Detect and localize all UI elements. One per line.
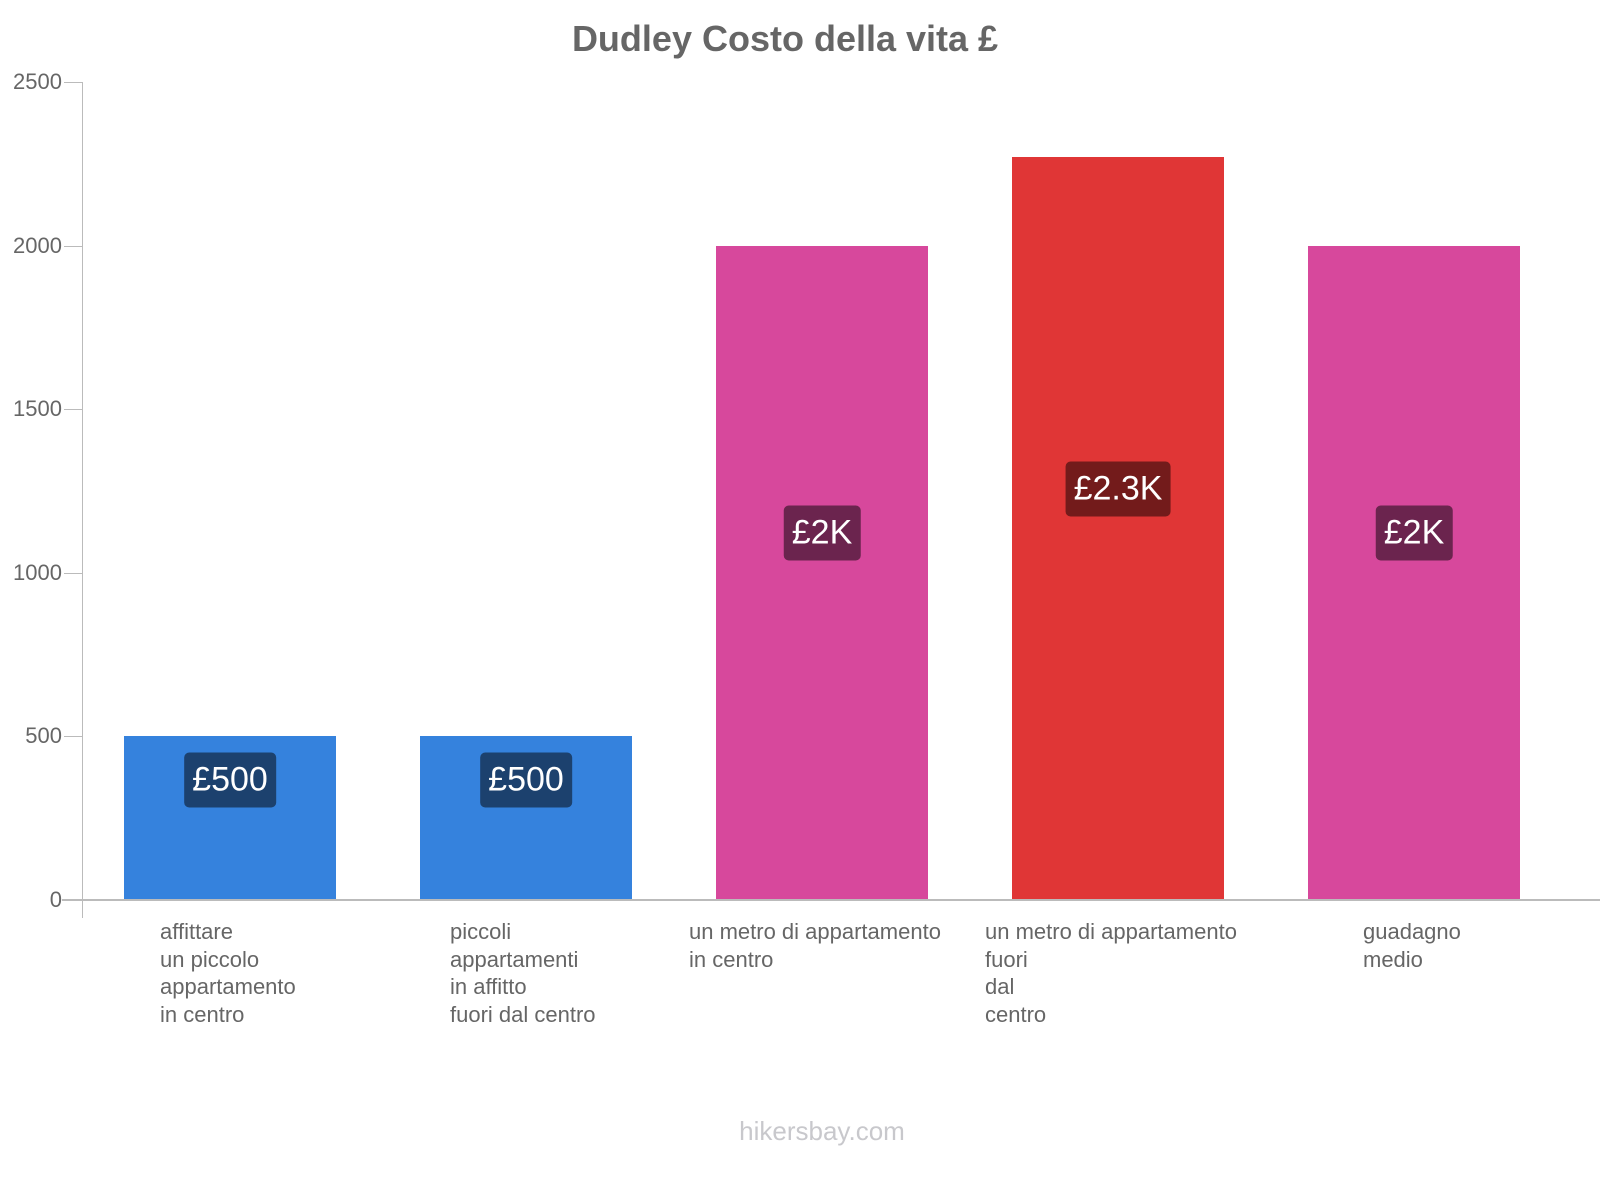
y-tick-label: 2000	[13, 232, 62, 258]
bar-value-label: £2.3K	[1065, 461, 1171, 517]
watermark: hikersbay.com	[739, 1116, 905, 1146]
y-tick-label: 1000	[13, 559, 62, 585]
bar: £2.3K	[1012, 157, 1224, 900]
y-tick-mark	[64, 736, 82, 738]
bar: £500	[124, 736, 336, 900]
x-category-label: piccoli appartamenti in affitto fuori da…	[450, 919, 596, 1027]
x-axis	[62, 899, 1600, 901]
y-tick-mark	[64, 245, 82, 247]
bar: £2K	[716, 245, 928, 900]
x-category-label: affittare un piccolo appartamento in cen…	[160, 919, 296, 1027]
bar: £500	[420, 736, 632, 900]
x-category-label: un metro di appartamento in centro	[689, 919, 941, 972]
y-tick-label: 500	[25, 723, 62, 749]
y-tick-mark	[64, 572, 82, 574]
chart-title: Dudley Costo della vita £	[571, 18, 999, 59]
y-tick-mark	[64, 409, 82, 411]
y-tick-mark	[64, 82, 82, 83]
bar-value-label: £2K	[783, 505, 861, 561]
bar: £2K	[1308, 245, 1520, 900]
y-tick-label: 0	[49, 887, 62, 912]
x-category-label: un metro di appartamento fuori dal centr…	[985, 919, 1237, 1027]
bar-value-label: £500	[480, 752, 572, 808]
x-category-label: guadagno medio	[1363, 919, 1461, 972]
bar-value-label: £500	[184, 752, 276, 808]
y-axis	[82, 82, 83, 918]
y-tick-label: 2500	[13, 69, 62, 94]
bar-value-label: £2K	[1375, 505, 1453, 561]
y-tick-label: 1500	[13, 396, 62, 422]
